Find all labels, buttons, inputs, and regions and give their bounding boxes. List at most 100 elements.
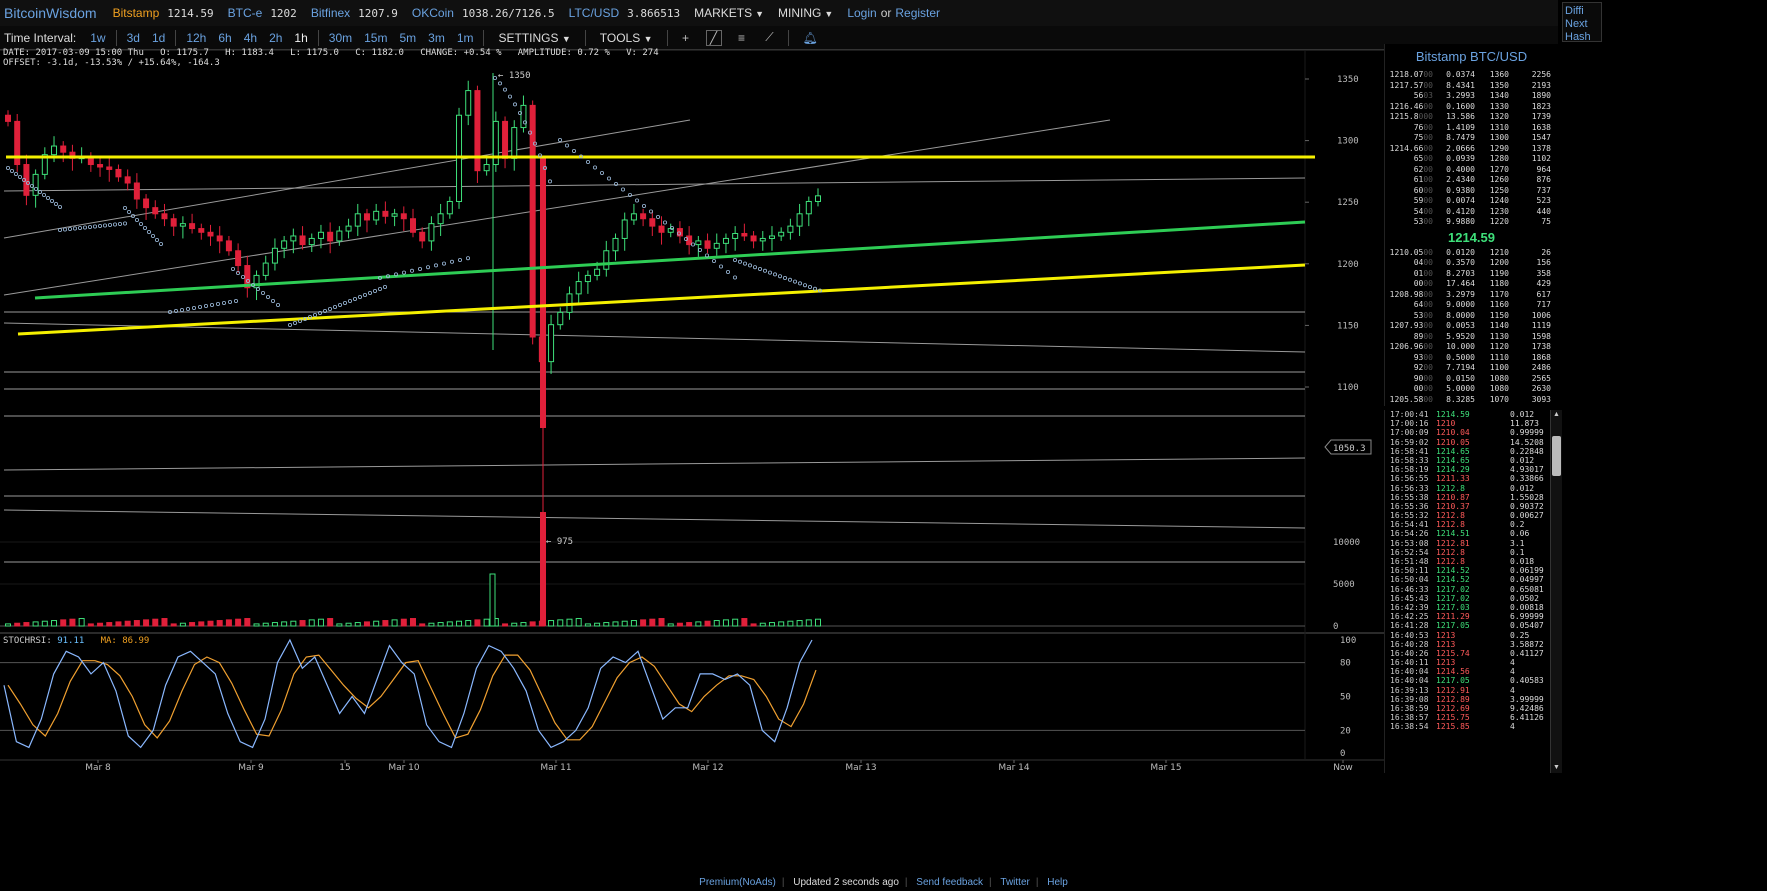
order-amount: 0.0939 <box>1446 154 1475 163</box>
divider <box>115 29 117 46</box>
orderbook-row[interactable]: 8900 5.9520 1130 1598 <box>1385 332 1558 343</box>
orderbook-row[interactable]: 0100 8.2703 1190 358 <box>1385 269 1558 280</box>
markets-menu[interactable]: MARKETS ▼ <box>694 6 765 20</box>
scroll-up-icon[interactable]: ▲ <box>1553 411 1560 418</box>
orderbook-row[interactable]: 5603 3.2993 1340 1890 <box>1385 91 1558 102</box>
register-link[interactable]: Register <box>895 6 941 20</box>
trendline-tool-icon[interactable]: ╱ <box>705 29 722 46</box>
orderbook-row[interactable]: 0400 0.3570 1200 156 <box>1385 258 1558 269</box>
interval-6h[interactable]: 6h <box>218 30 232 45</box>
trade-row: 17:00:16 1210 11.873 <box>1385 419 1558 428</box>
interval-2h[interactable]: 2h <box>269 30 283 45</box>
orderbook-row[interactable]: 1206.9600 10.000 1120 1738 <box>1385 342 1558 353</box>
candle-body <box>207 231 214 237</box>
login-link[interactable]: Login <box>847 6 877 20</box>
interval-1d[interactable]: 1d <box>151 30 166 45</box>
trade-price: 1212.8 <box>1436 520 1465 530</box>
feedback-link[interactable]: Send feedback <box>916 877 983 888</box>
settings-menu[interactable]: SETTINGS ▼ <box>498 30 571 45</box>
orderbook-row[interactable]: 6500 0.0939 1280 1102 <box>1385 154 1558 165</box>
fib-lines-icon[interactable]: ≡ <box>737 30 745 45</box>
order-price: 1214.6600 <box>1389 143 1433 153</box>
orderbook-row[interactable]: 5300 9.9880 1220 75 <box>1385 217 1558 228</box>
crosshair-icon[interactable]: + <box>681 30 689 45</box>
trades-scrollbar[interactable]: ▲ ▼ <box>1550 410 1562 773</box>
tools-menu[interactable]: TOOLS ▼ <box>599 30 653 45</box>
orderbook-row[interactable]: 5300 8.0000 1150 1006 <box>1385 311 1558 322</box>
volume-bar <box>391 619 398 627</box>
sar-dot <box>158 241 163 246</box>
candle-body <box>640 213 647 220</box>
orderbook-row[interactable]: 1218.0700 0.0374 1360 2256 <box>1385 70 1558 81</box>
orderbook-row[interactable]: 1217.5700 8.4341 1350 2193 <box>1385 81 1558 92</box>
interval-15m[interactable]: 15m <box>364 30 388 45</box>
volume-bar <box>253 623 260 627</box>
orderbook-row[interactable]: 6400 9.0000 1160 717 <box>1385 300 1558 311</box>
orderbook-row[interactable]: 1207.9300 0.0053 1140 1119 <box>1385 321 1558 332</box>
orderbook-row[interactable]: 1210.0500 0.0120 1210 26 <box>1385 248 1558 259</box>
exchange-name[interactable]: Bitstamp <box>112 6 160 20</box>
orderbook-row[interactable]: 6000 0.9380 1250 737 <box>1385 186 1558 197</box>
brand-logo[interactable]: BitcoinWisdom <box>4 5 97 21</box>
orderbook-row[interactable]: 1215.8000 13.586 1320 1739 <box>1385 112 1558 123</box>
chart-area[interactable]: 1350 1300 1250 1200 1150 1100 1050.3 ← 1350 1000… <box>0 50 1384 877</box>
exchange-ticker[interactable]: BTC-e 1202 <box>228 6 297 20</box>
orderbook-row[interactable]: 1214.6600 2.0666 1290 1378 <box>1385 144 1558 155</box>
twitter-link[interactable]: Twitter <box>1000 877 1030 888</box>
depth-price: 1230 <box>1489 206 1509 216</box>
orderbook-row[interactable]: 1208.9800 3.2979 1170 617 <box>1385 290 1558 301</box>
volume-bar <box>768 622 775 627</box>
volume-bar <box>207 620 214 627</box>
candle-body <box>612 237 619 252</box>
interval-1h[interactable]: 1h <box>294 30 308 45</box>
x-axis-label: 15 <box>339 763 350 773</box>
interval-5m[interactable]: 5m <box>399 30 417 45</box>
interval-12h[interactable]: 12h <box>186 30 207 45</box>
draw-tool-icon[interactable]: ⟋ <box>765 30 774 44</box>
candle-body <box>410 218 416 233</box>
orderbook-row[interactable]: 5900 0.0074 1240 523 <box>1385 196 1558 207</box>
exchange-ticker[interactable]: Bitfinex 1207.9 <box>311 6 398 20</box>
orderbook-row[interactable]: 9300 0.5000 1110 1868 <box>1385 353 1558 364</box>
orderbook-row[interactable]: 6200 0.4000 1270 964 <box>1385 165 1558 176</box>
exchange-ticker[interactable]: Bitstamp 1214.59 <box>113 6 214 20</box>
interval-30m[interactable]: 30m <box>328 30 353 45</box>
scroll-down-icon[interactable]: ▼ <box>1553 764 1560 771</box>
interval-4h[interactable]: 4h <box>243 30 258 45</box>
bell-icon[interactable]: 🔔︎ <box>802 30 818 45</box>
candle-body <box>189 223 196 230</box>
exchange-ticker[interactable]: OKCoin 1038.26/7126.5 <box>412 6 555 20</box>
orderbook-row[interactable]: 1205.5800 8.3285 1070 3093 <box>1385 395 1558 406</box>
interval-1m[interactable]: 1m <box>456 30 474 45</box>
interval-3d[interactable]: 3d <box>126 30 140 45</box>
trade-price: 1212.8 <box>1436 483 1465 493</box>
orderbook-row[interactable]: 5400 0.4120 1230 440 <box>1385 207 1558 218</box>
interval-1w[interactable]: 1w <box>90 30 106 45</box>
interval-3m[interactable]: 3m <box>428 30 445 45</box>
exchange-name[interactable]: BTC-e <box>227 6 263 20</box>
exchange-ticker[interactable]: LTC/USD 3.866513 <box>569 6 680 20</box>
orderbook-title[interactable]: Bitstamp BTC/USD <box>1415 49 1528 64</box>
orderbook-row[interactable]: 0000 5.0000 1080 2630 <box>1385 384 1558 395</box>
candle-body <box>540 158 546 428</box>
candle-body <box>787 225 794 233</box>
orderbook-row[interactable]: 7500 8.7479 1300 1547 <box>1385 133 1558 144</box>
orderbook-row[interactable]: 1216.4600 0.1600 1330 1823 <box>1385 102 1558 113</box>
trade-price: 1217.02 <box>1436 593 1470 603</box>
exchange-name[interactable]: LTC/USD <box>568 6 620 20</box>
orderbook-row[interactable]: 7600 1.4109 1310 1638 <box>1385 123 1558 134</box>
mining-menu[interactable]: MINING ▼ <box>778 6 834 20</box>
orderbook-row[interactable]: 6100 2.4340 1260 876 <box>1385 175 1558 186</box>
orderbook-row[interactable]: 9200 7.7194 1100 2486 <box>1385 363 1558 374</box>
volume-tick-label: 10000 <box>1333 538 1360 548</box>
help-link[interactable]: Help <box>1047 877 1068 888</box>
sar-dot <box>130 213 135 218</box>
premium-link[interactable]: Premium(NoAds) <box>699 877 776 888</box>
scroll-thumb[interactable] <box>1552 436 1561 476</box>
orderbook-row[interactable]: 0000 17.464 1180 429 <box>1385 279 1558 290</box>
sar-dot <box>385 274 390 279</box>
orderbook-row[interactable]: 9000 0.0150 1080 2565 <box>1385 374 1558 385</box>
exchange-name[interactable]: Bitfinex <box>310 6 351 20</box>
exchange-name[interactable]: OKCoin <box>411 6 454 20</box>
